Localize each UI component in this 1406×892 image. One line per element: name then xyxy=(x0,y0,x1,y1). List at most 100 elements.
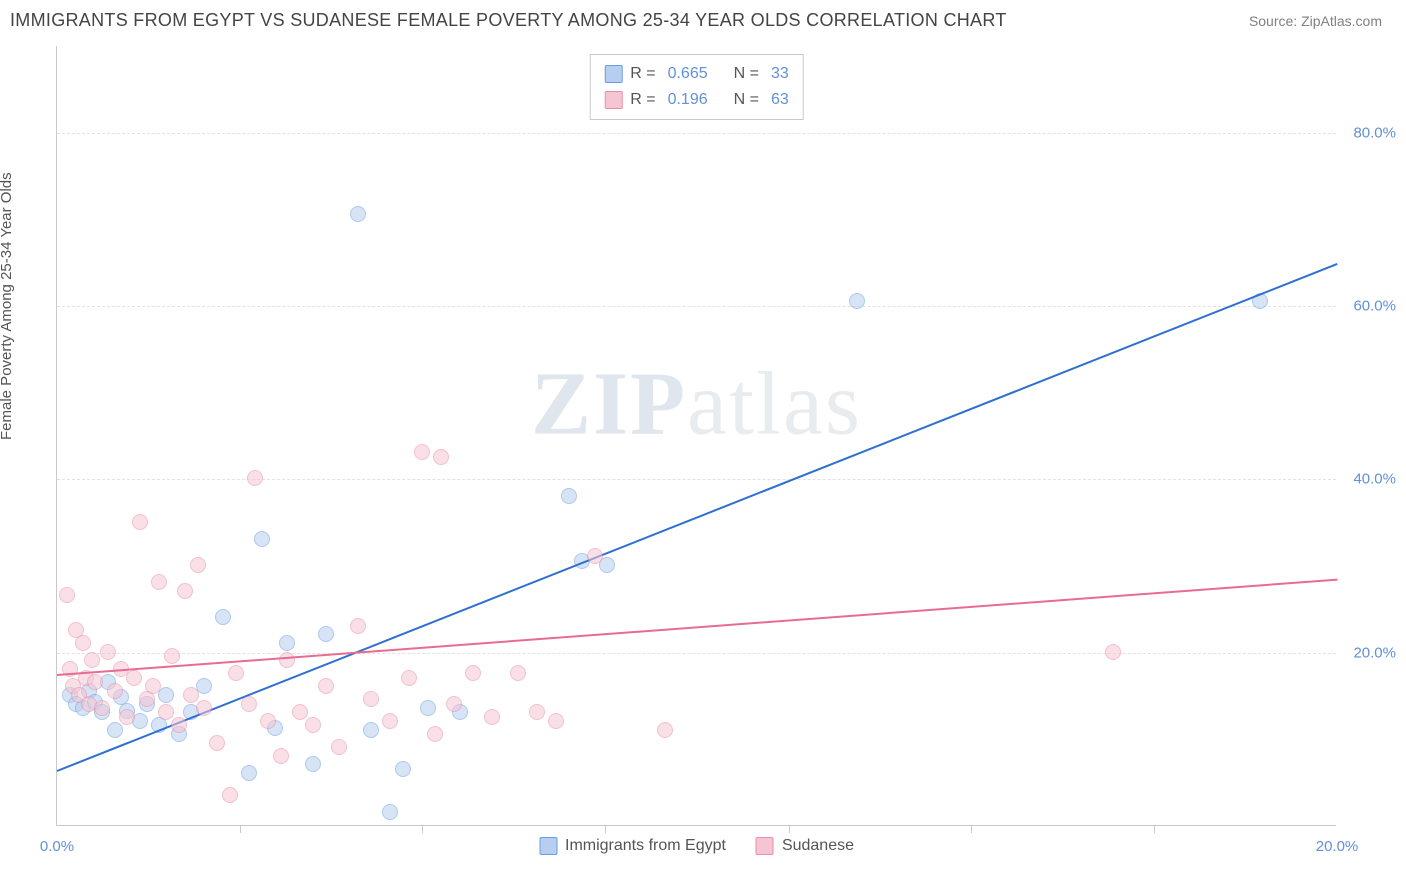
legend-n-label: N = xyxy=(734,87,759,113)
data-point xyxy=(395,761,411,777)
gridline xyxy=(57,653,1336,654)
data-point xyxy=(183,687,199,703)
data-point xyxy=(529,704,545,720)
x-tick-label: 0.0% xyxy=(40,838,74,855)
legend-series-item: Sudanese xyxy=(756,837,854,855)
chart-title: IMMIGRANTS FROM EGYPT VS SUDANESE FEMALE… xyxy=(10,10,1007,31)
data-point xyxy=(107,722,123,738)
data-point xyxy=(228,665,244,681)
watermark: ZIPatlas xyxy=(531,353,862,456)
data-point xyxy=(548,713,564,729)
data-point xyxy=(849,293,865,309)
data-point xyxy=(260,713,276,729)
data-point xyxy=(305,756,321,772)
regression-line xyxy=(57,579,1337,676)
y-tick-label: 40.0% xyxy=(1353,471,1396,488)
data-point xyxy=(279,652,295,668)
data-point xyxy=(363,722,379,738)
data-point xyxy=(132,514,148,530)
data-point xyxy=(331,739,347,755)
data-point xyxy=(100,644,116,660)
y-tick-label: 60.0% xyxy=(1353,298,1396,315)
x-tick xyxy=(422,825,423,833)
data-point xyxy=(87,674,103,690)
data-point xyxy=(190,557,206,573)
data-point xyxy=(158,704,174,720)
data-point xyxy=(465,665,481,681)
data-point xyxy=(305,717,321,733)
data-point xyxy=(587,548,603,564)
data-point xyxy=(222,787,238,803)
data-point xyxy=(279,635,295,651)
legend-r-value: 0.665 xyxy=(668,61,708,87)
data-point xyxy=(126,670,142,686)
legend-r-label: R = xyxy=(630,61,655,87)
y-axis-label: Female Poverty Among 25-34 Year Olds xyxy=(0,172,15,440)
data-point xyxy=(273,748,289,764)
legend-swatch xyxy=(756,837,774,855)
legend-swatch xyxy=(539,837,557,855)
data-point xyxy=(151,574,167,590)
legend-series-label: Immigrants from Egypt xyxy=(565,837,726,855)
legend-swatch xyxy=(604,65,622,83)
data-point xyxy=(177,583,193,599)
source-attribution: Source: ZipAtlas.com xyxy=(1249,13,1382,29)
data-point xyxy=(196,700,212,716)
chart-container: Female Poverty Among 25-34 Year Olds ZIP… xyxy=(10,40,1396,882)
x-tick xyxy=(605,825,606,833)
data-point xyxy=(318,626,334,642)
data-point xyxy=(119,709,135,725)
legend-n-value: 63 xyxy=(771,87,789,113)
legend-row: R =0.665N =33 xyxy=(604,61,789,87)
data-point xyxy=(75,635,91,651)
legend-swatch xyxy=(604,91,622,109)
data-point xyxy=(433,449,449,465)
y-tick-label: 80.0% xyxy=(1353,124,1396,141)
data-point xyxy=(420,700,436,716)
data-point xyxy=(427,726,443,742)
x-tick xyxy=(971,825,972,833)
y-tick-label: 20.0% xyxy=(1353,644,1396,661)
data-point xyxy=(171,717,187,733)
x-tick xyxy=(240,825,241,833)
data-point xyxy=(350,206,366,222)
legend-series: Immigrants from Egypt Sudanese xyxy=(539,837,854,855)
data-point xyxy=(484,709,500,725)
plot-area: ZIPatlas R =0.665N =33R =0.196N =63 Immi… xyxy=(56,46,1336,826)
legend-row: R = 0.196 N = 63 xyxy=(604,87,789,113)
x-tick-label: 20.0% xyxy=(1316,838,1359,855)
x-tick xyxy=(789,825,790,833)
data-point xyxy=(401,670,417,686)
data-point xyxy=(107,683,123,699)
data-point xyxy=(145,678,161,694)
data-point xyxy=(215,609,231,625)
data-point xyxy=(382,713,398,729)
x-tick xyxy=(1154,825,1155,833)
data-point xyxy=(414,444,430,460)
legend-r-value: 0.196 xyxy=(668,87,708,113)
data-point xyxy=(363,691,379,707)
data-point xyxy=(510,665,526,681)
legend-series-item: Immigrants from Egypt xyxy=(539,837,726,855)
data-point xyxy=(561,488,577,504)
legend-r-label: R = xyxy=(630,87,655,113)
data-point xyxy=(1105,644,1121,660)
data-point xyxy=(84,652,100,668)
data-point xyxy=(254,531,270,547)
data-point xyxy=(350,618,366,634)
data-point xyxy=(241,765,257,781)
data-point xyxy=(94,700,110,716)
data-point xyxy=(209,735,225,751)
data-point xyxy=(657,722,673,738)
gridline xyxy=(57,133,1336,134)
data-point xyxy=(59,587,75,603)
legend-series-label: Sudanese xyxy=(782,837,854,855)
data-point xyxy=(292,704,308,720)
data-point xyxy=(247,470,263,486)
legend-correlation: R = 0.665 N = 33R = 0.196 N = 63 xyxy=(589,54,804,120)
data-point xyxy=(446,696,462,712)
data-point xyxy=(318,678,334,694)
legend-n-value: 33 xyxy=(771,61,789,87)
data-point xyxy=(382,804,398,820)
gridline xyxy=(57,306,1336,307)
